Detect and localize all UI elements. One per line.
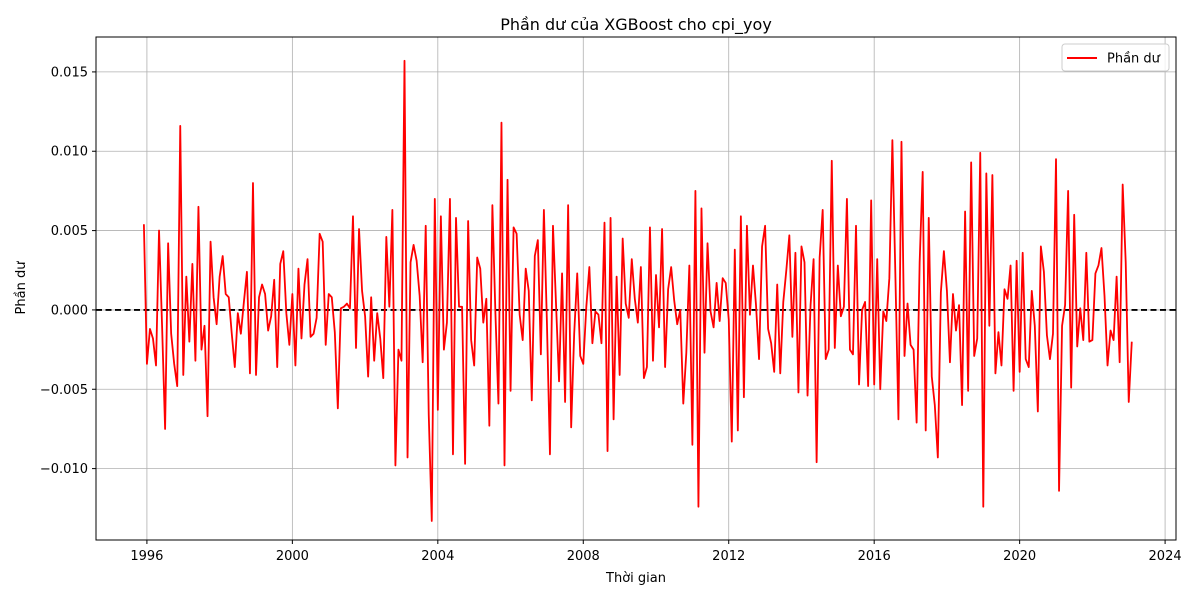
x-tick-label: 1996: [130, 549, 163, 564]
x-tick-label: 2020: [1003, 549, 1036, 564]
legend: Phần dư: [1061, 43, 1170, 72]
x-tick-label: 2012: [712, 549, 745, 564]
y-tick-label: 0.005: [51, 224, 88, 239]
x-tick-label: 2008: [567, 549, 600, 564]
y-axis-ticks: −0.010 −0.005 0.000 0.005 0.010 0.015: [40, 65, 96, 477]
y-tick-label: −0.010: [40, 462, 88, 477]
series-line-residual: [142, 59, 1133, 522]
x-axis-ticks: 1996 2000 2004 2008 2012 2016 2020 2024: [130, 540, 1182, 564]
y-tick-label: 0.010: [51, 145, 88, 160]
y-axis-label: Phần dư: [14, 261, 29, 315]
y-tick-label: 0.015: [51, 65, 88, 80]
legend-label-residual: Phần dư: [1107, 52, 1161, 67]
x-tick-label: 2004: [421, 549, 454, 564]
legend-box: [1061, 43, 1170, 72]
y-tick-label: −0.005: [40, 383, 88, 398]
x-axis-label: Thời gian: [605, 571, 666, 586]
chart-title: Phần dư của XGBoost cho cpi_yoy: [500, 15, 772, 35]
series-group: [142, 59, 1133, 522]
y-tick-label: 0.000: [51, 303, 88, 318]
plot-frame: [95, 36, 1177, 541]
x-tick-label: 2024: [1149, 549, 1182, 564]
x-tick-label: 2016: [858, 549, 891, 564]
x-tick-label: 2000: [276, 549, 309, 564]
